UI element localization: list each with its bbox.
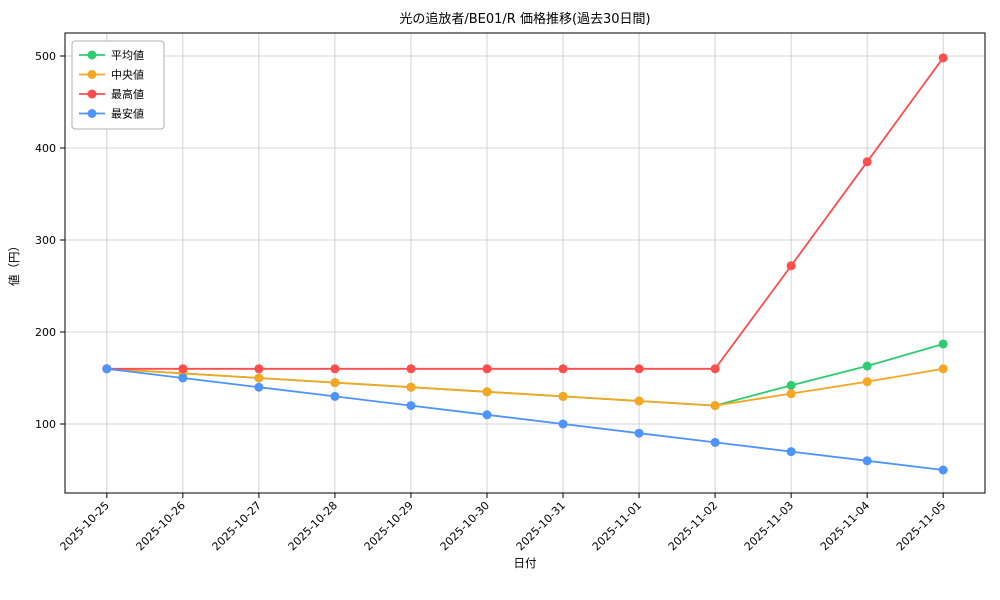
data-point-marker	[786, 261, 796, 271]
data-point-marker	[254, 364, 264, 374]
series-line	[106, 343, 944, 407]
data-point-marker	[330, 391, 340, 401]
x-tick-label: 2025-10-29	[362, 499, 416, 553]
data-point-marker	[330, 364, 340, 374]
x-tick-label: 2025-11-02	[666, 499, 720, 553]
y-tick-label: 200	[35, 326, 56, 339]
legend-box	[71, 40, 165, 130]
data-point-marker	[482, 364, 492, 374]
y-axis-label: 値（円）	[7, 240, 21, 286]
grid-lines	[65, 33, 985, 493]
chart-title: 光の追放者/BE01/R 価格推移(過去30日間)	[399, 11, 650, 27]
y-tick-label: 400	[35, 142, 56, 155]
data-point-marker	[786, 380, 796, 390]
y-tick-label: 100	[35, 418, 56, 431]
x-tick-label: 2025-10-27	[210, 499, 264, 553]
data-point-marker	[862, 157, 872, 167]
series-0	[102, 339, 948, 411]
series-line	[106, 367, 944, 407]
data-point-marker	[406, 382, 416, 392]
legend-marker	[87, 50, 97, 60]
x-tick-label: 2025-10-25	[58, 499, 112, 553]
x-tick-label: 2025-11-01	[590, 499, 644, 553]
legend-label: 平均値	[111, 49, 144, 62]
data-point-marker	[862, 377, 872, 387]
data-point-marker	[710, 437, 720, 447]
y-tick-label: 300	[35, 234, 56, 247]
series-line	[106, 57, 944, 370]
data-point-marker	[254, 382, 264, 392]
data-point-marker	[938, 53, 948, 63]
data-point-marker	[786, 389, 796, 399]
data-point-marker	[862, 456, 872, 466]
data-point-marker	[862, 361, 872, 371]
data-point-marker	[178, 364, 188, 374]
data-point-marker	[634, 428, 644, 438]
data-point-marker	[558, 391, 568, 401]
data-point-marker	[102, 364, 112, 374]
data-point-marker	[938, 339, 948, 349]
x-tick-label: 2025-10-26	[134, 499, 188, 553]
legend-item: 最高値	[79, 87, 144, 101]
data-point-marker	[178, 373, 188, 383]
data-point-marker	[254, 373, 264, 383]
data-point-marker	[406, 401, 416, 411]
data-point-marker	[710, 364, 720, 374]
y-tick-label: 500	[35, 50, 56, 63]
series-1	[102, 364, 948, 411]
data-point-marker	[938, 465, 948, 475]
plot-border	[64, 32, 986, 494]
data-point-marker	[482, 387, 492, 397]
legend-label: 最高値	[111, 87, 144, 101]
series-3	[102, 364, 948, 475]
data-point-marker	[406, 364, 416, 374]
data-point-marker	[558, 419, 568, 429]
data-point-marker	[786, 447, 796, 457]
data-point-marker	[634, 364, 644, 374]
legend-label: 中央値	[111, 69, 144, 82]
x-tick-label: 2025-10-31	[514, 499, 568, 553]
x-tick-label: 2025-11-03	[742, 499, 796, 553]
legend-item: 平均値	[79, 49, 144, 62]
legend-label: 最安値	[111, 107, 144, 121]
data-point-marker	[558, 364, 568, 374]
x-tick-label: 2025-11-05	[894, 499, 948, 553]
legend-marker	[87, 70, 97, 79]
x-tick-label: 2025-10-30	[438, 499, 492, 553]
legend-marker	[87, 89, 97, 99]
axis-ticks: 100 200 300 400 500 2025-10-25 2025-10-26 2025-…	[35, 50, 948, 553]
legend-marker	[87, 109, 97, 118]
x-tick-label: 2025-11-04	[818, 499, 872, 553]
data-point-marker	[634, 396, 644, 406]
x-axis-label: 日付	[514, 556, 537, 570]
legend-item: 中央値	[79, 69, 144, 82]
data-point-marker	[482, 410, 492, 420]
legend-item: 最安値	[79, 107, 144, 121]
data-point-marker	[330, 378, 340, 388]
data-point-marker	[710, 401, 720, 411]
x-tick-label: 2025-10-28	[286, 499, 340, 553]
series-2	[102, 53, 948, 374]
data-point-marker	[938, 364, 948, 374]
series-line	[106, 367, 944, 471]
